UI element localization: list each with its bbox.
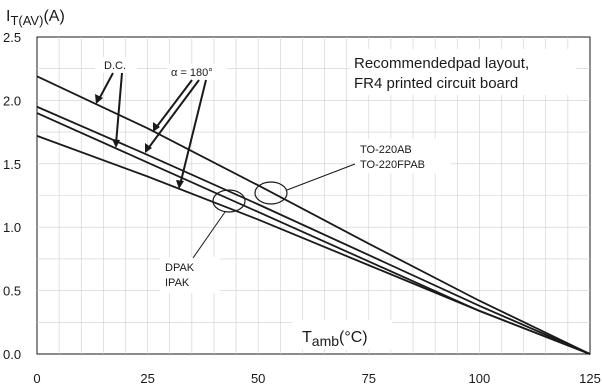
x-tick-label: 50 xyxy=(251,371,265,386)
x-axis-title-bg xyxy=(292,320,392,350)
note-line-2: FR4 printed circuit board xyxy=(354,75,518,92)
x-tick-label: 0 xyxy=(33,371,40,386)
dpak-label-1: DPAK xyxy=(165,262,195,274)
y-tick-label: 1.5 xyxy=(3,157,21,172)
x-tick-label: 100 xyxy=(469,371,491,386)
dc-arrowhead-1 xyxy=(95,94,103,104)
dc-label: D.C. xyxy=(104,60,126,72)
curve-line xyxy=(36,135,591,355)
x-tick-label: 125 xyxy=(579,371,601,386)
alpha-arrowhead-3 xyxy=(176,180,184,189)
alpha-label: α = 180° xyxy=(171,67,213,79)
alpha-arrow-line-2 xyxy=(146,79,200,151)
x-tick-label: 75 xyxy=(362,371,376,386)
curve-line xyxy=(36,75,591,355)
annotation-arrowheads xyxy=(95,94,184,189)
y-tick-label: 0.5 xyxy=(3,284,21,299)
x-tick-labels: 0 25 50 75 100 125 xyxy=(33,371,600,386)
to220-label-2: TO-220FPAB xyxy=(360,159,425,171)
y-tick-label: 2.5 xyxy=(3,30,21,45)
to220-leader xyxy=(286,163,356,191)
curve-line xyxy=(36,105,591,355)
note-line-1: Recommendedpad layout, xyxy=(354,55,529,72)
dpak-label-bg xyxy=(160,257,220,293)
y-tick-label: 0.0 xyxy=(3,347,21,362)
alpha-arrowhead-2 xyxy=(145,143,152,153)
y-tick-label: 2.0 xyxy=(3,93,21,108)
x-tick-label: 25 xyxy=(140,371,154,386)
curves xyxy=(36,75,591,355)
dpak-circle xyxy=(212,189,246,213)
y-axis-title: IT(AV)(A) xyxy=(6,8,65,28)
dpak-leader xyxy=(192,211,226,259)
annotation-arrows xyxy=(97,72,207,186)
note-bg xyxy=(350,49,576,95)
dc-arrowhead-2 xyxy=(112,139,120,148)
to220-label-bg xyxy=(355,139,451,173)
y-tick-label: 1.0 xyxy=(3,220,21,235)
alpha-arrow-line-1 xyxy=(154,79,193,130)
to220-label-1: TO-220AB xyxy=(360,144,412,156)
to220-circle xyxy=(254,181,288,205)
alpha-arrow-line-3 xyxy=(179,79,207,186)
alpha-label-bg xyxy=(167,64,227,80)
leader-lines xyxy=(192,163,356,259)
dc-arrow-line-1 xyxy=(97,72,114,102)
dc-arrow-line-2 xyxy=(115,72,123,145)
dc-label-bg xyxy=(95,57,137,73)
alpha-arrowhead-1 xyxy=(153,122,160,132)
y-tick-labels: 0.0 0.5 1.0 1.5 2.0 2.5 xyxy=(3,30,21,362)
x-axis-title: Tamb(°C) xyxy=(302,329,368,349)
dpak-label-2: IPAK xyxy=(165,277,190,289)
